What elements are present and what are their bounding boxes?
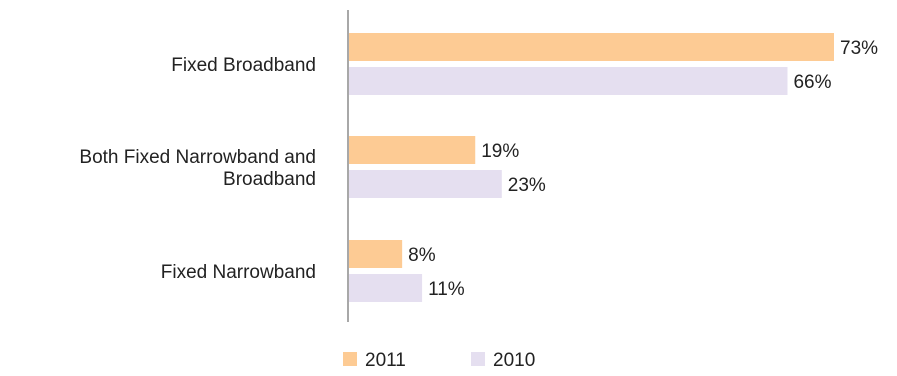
bars: [349, 33, 834, 302]
bar-2011: [349, 33, 834, 61]
bar-2010: [349, 170, 502, 198]
category-labels: Fixed Broadband Both Fixed Narrowband and…: [79, 55, 316, 283]
bar-2010: [349, 67, 788, 95]
category-label: Fixed Narrowband: [161, 262, 316, 283]
bar-2011: [349, 240, 403, 268]
legend-swatch-2011: [343, 352, 357, 366]
data-label: 73%: [840, 38, 878, 59]
data-label: 66%: [793, 72, 831, 93]
legend: 2011 2010: [343, 350, 535, 371]
legend-label: 2011: [365, 350, 406, 371]
data-label: 8%: [408, 245, 436, 266]
legend-swatch-2010: [471, 352, 485, 366]
category-label: Broadband: [223, 169, 316, 190]
bar-2011: [349, 136, 476, 164]
data-label: 23%: [508, 175, 546, 196]
category-label: Both Fixed Narrowband and: [79, 147, 316, 168]
legend-label: 2010: [493, 350, 535, 371]
category-label: Fixed Broadband: [171, 55, 316, 76]
data-label: 11%: [428, 279, 465, 300]
bar-2010: [349, 274, 423, 302]
data-labels: 73% 66% 19% 23% 8% 11%: [408, 38, 878, 300]
data-label: 19%: [481, 141, 519, 162]
